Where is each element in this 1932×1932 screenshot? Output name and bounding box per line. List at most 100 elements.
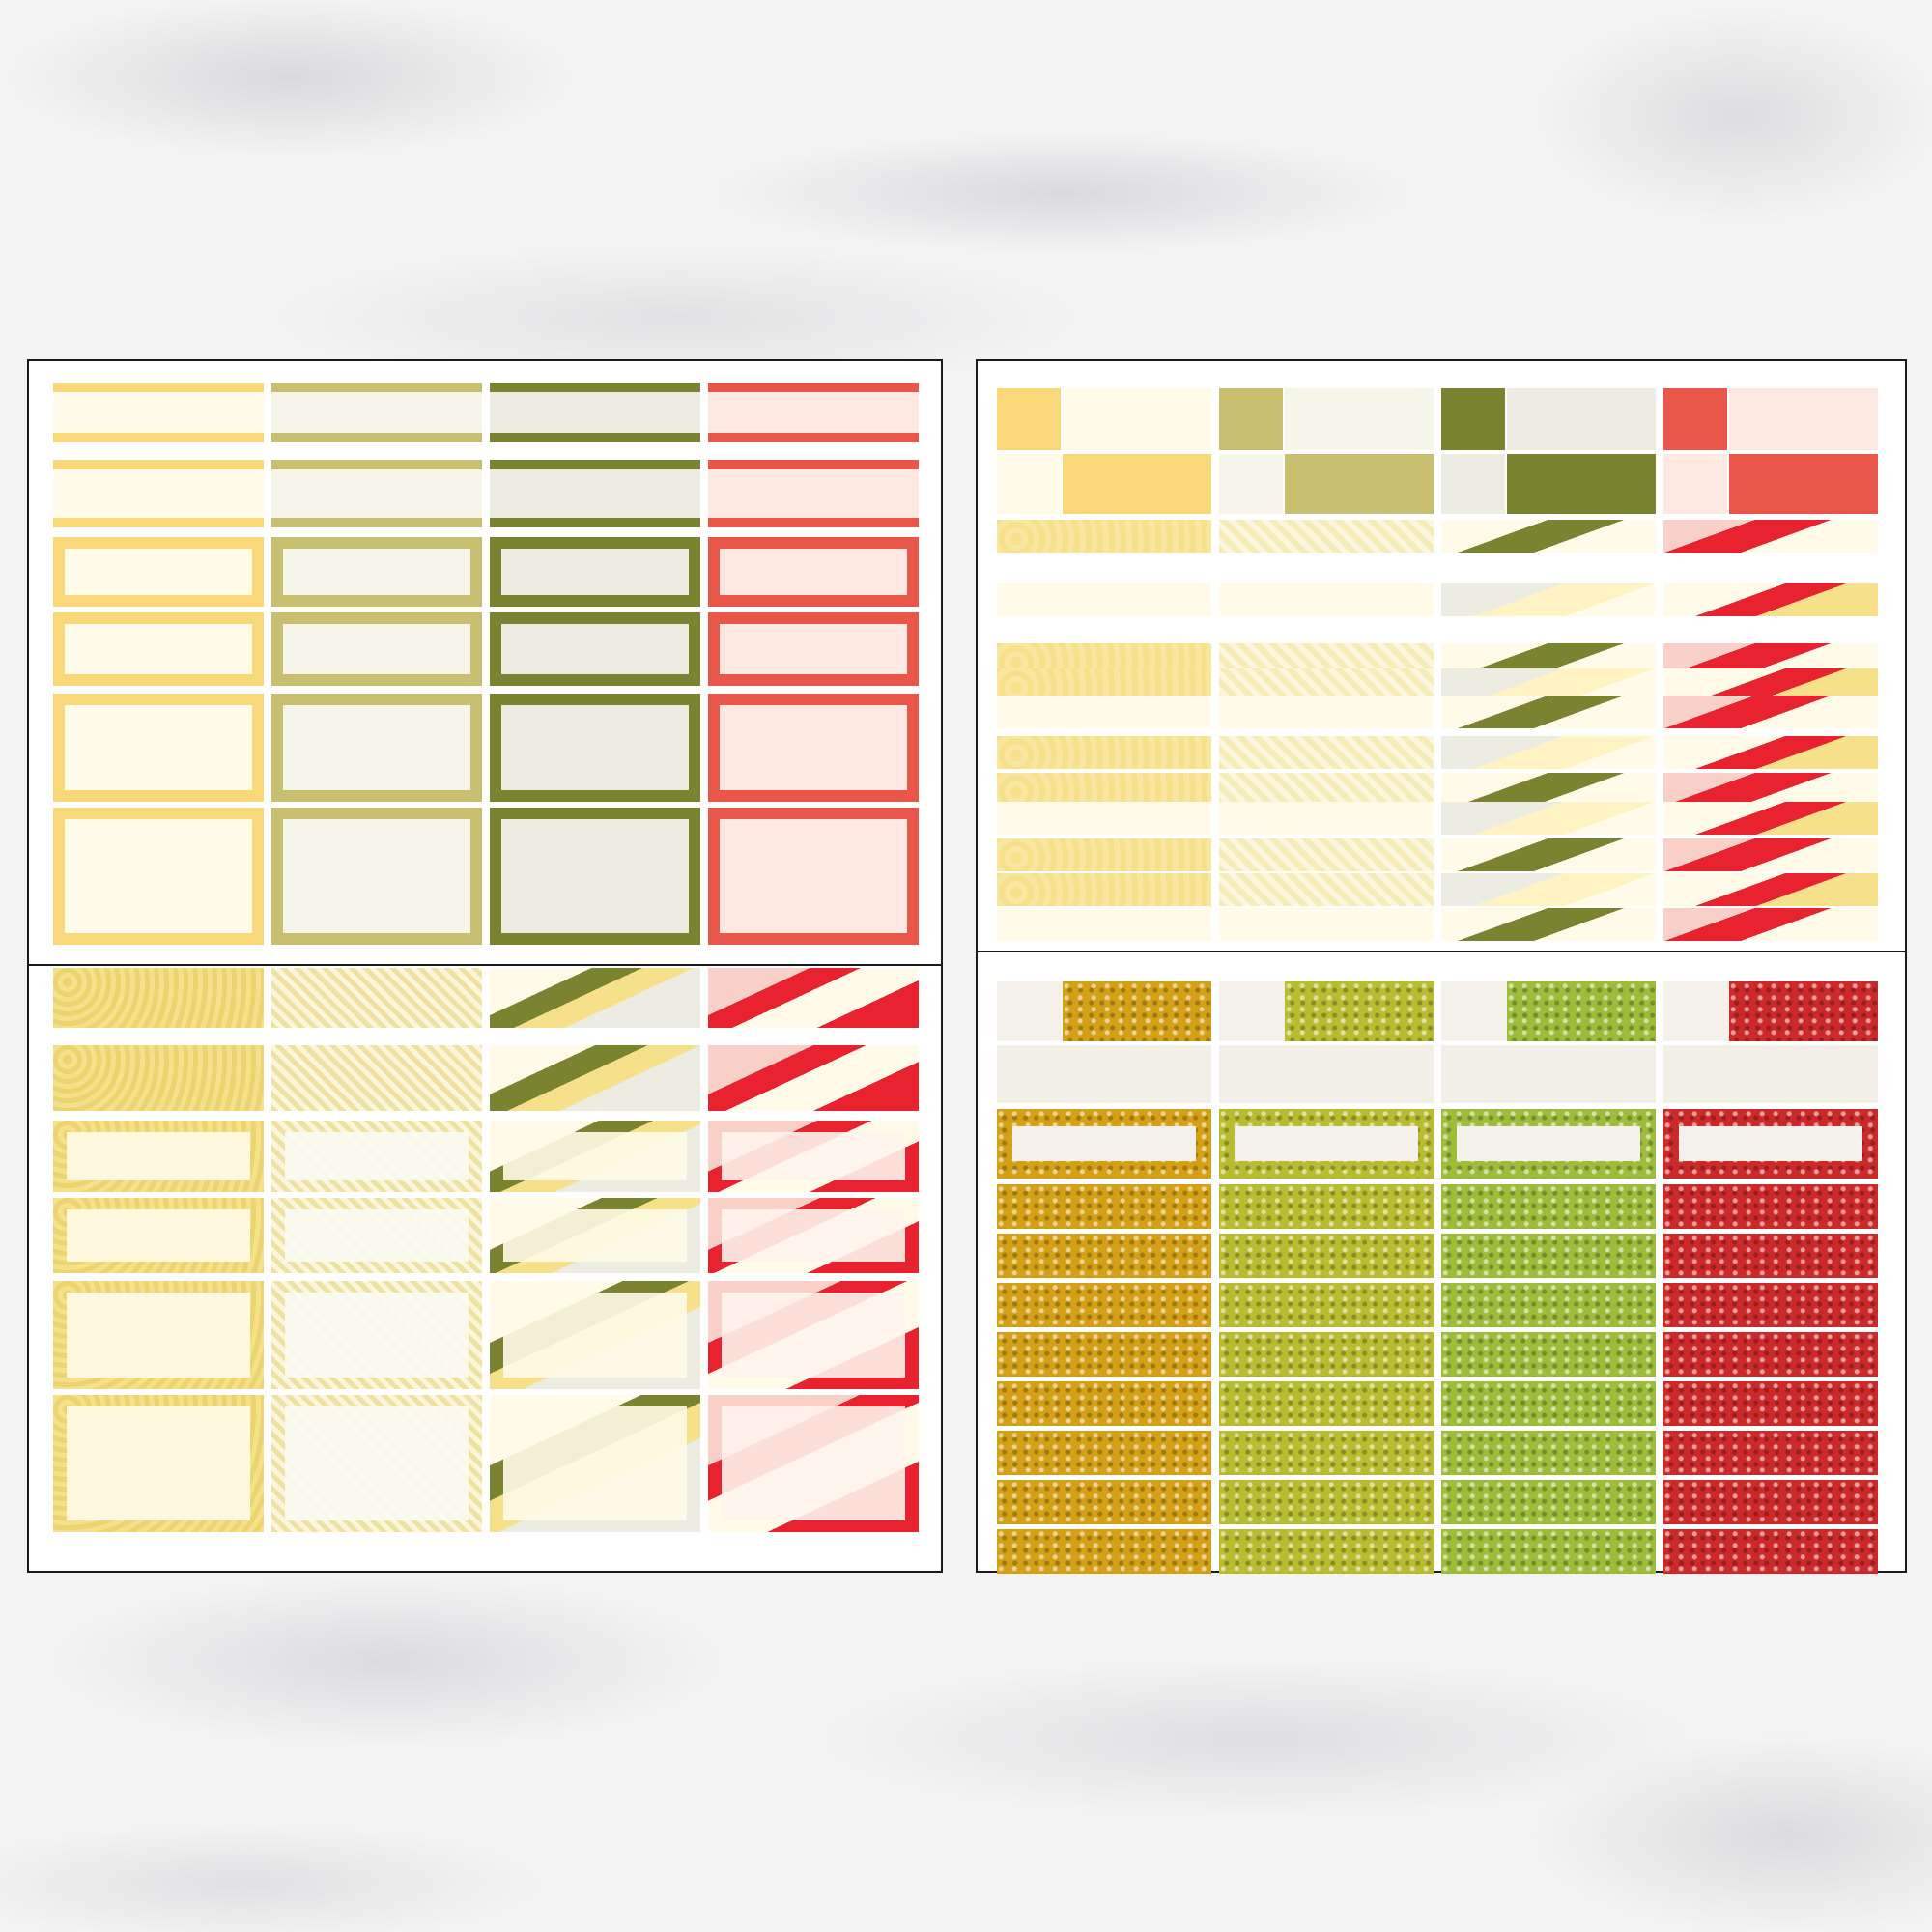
glitter-strip-sticker — [1219, 1480, 1434, 1524]
pattern-strip-sticker — [997, 873, 1211, 906]
glitter-strip-sticker — [1441, 1381, 1656, 1426]
pattern-strip-sticker — [1441, 696, 1656, 728]
glitter-strip-sticker — [1663, 1184, 1878, 1229]
glitter-strip-sticker — [997, 1529, 1211, 1574]
box-writing-area — [67, 1209, 250, 1262]
glitter-box-sticker — [1219, 1109, 1434, 1179]
pattern-strip-sticker — [1441, 520, 1656, 553]
color-block-sticker — [1219, 388, 1283, 450]
sticker-sheet-pattern-strips — [976, 359, 1907, 952]
glitter-strip-sticker — [1663, 1283, 1878, 1327]
header-strip-sticker — [708, 968, 919, 1028]
box-writing-area — [722, 1406, 905, 1520]
framed-box-sticker — [708, 1198, 919, 1273]
pattern-strip-sticker — [1663, 520, 1878, 553]
pattern-strip-sticker — [997, 736, 1211, 769]
glitter-strip-sticker — [1441, 1529, 1656, 1574]
framed-box-sticker — [271, 1198, 482, 1273]
glitter-strip-sticker — [1441, 1184, 1656, 1229]
glitter-strip-sticker — [1441, 1234, 1656, 1278]
glitter-strip-sticker — [1219, 1045, 1434, 1103]
framed-box-sticker — [271, 694, 482, 802]
pattern-strip-sticker — [997, 773, 1211, 806]
glitter-strip-sticker — [997, 1332, 1211, 1377]
color-block-sticker — [997, 454, 1061, 514]
box-writing-area — [503, 1209, 687, 1262]
glitter-block-sticker — [1063, 981, 1211, 1041]
pattern-strip-sticker — [1219, 773, 1434, 806]
framed-box-sticker — [53, 1281, 264, 1389]
pattern-strip-sticker — [1219, 520, 1434, 553]
header-strip-sticker — [271, 460, 482, 527]
box-writing-area — [285, 1406, 469, 1520]
framed-box-sticker — [53, 612, 264, 686]
pattern-strip-sticker — [1219, 802, 1434, 835]
header-strip-sticker — [708, 460, 919, 527]
box-writing-area — [503, 1406, 687, 1520]
glitter-strip-sticker — [1663, 1381, 1878, 1426]
framed-box-sticker — [271, 612, 482, 686]
box-writing-area — [1679, 1126, 1862, 1161]
glitter-strip-sticker — [997, 1381, 1211, 1426]
glitter-strip-sticker — [997, 1045, 1211, 1103]
header-strip-sticker — [708, 383, 919, 442]
box-writing-area — [722, 1132, 905, 1180]
framed-box-sticker — [490, 1281, 700, 1389]
header-strip-sticker — [271, 968, 482, 1028]
color-block-sticker — [1663, 388, 1727, 450]
sticker-sheet-glitter — [976, 951, 1907, 1574]
pattern-strip-sticker — [1219, 583, 1434, 616]
glitter-strip-sticker — [997, 1184, 1211, 1229]
framed-box-sticker — [708, 537, 919, 607]
framed-box-sticker — [708, 694, 919, 802]
glitter-strip-sticker — [1663, 1529, 1878, 1574]
glitter-strip-sticker — [1663, 1234, 1878, 1278]
glitter-strip-sticker — [1219, 1283, 1434, 1327]
framed-box-sticker — [490, 1121, 700, 1192]
framed-box-sticker — [490, 537, 700, 607]
glitter-block-sticker — [1285, 981, 1434, 1041]
glitter-strip-sticker — [1663, 1045, 1878, 1103]
pattern-strip-sticker — [1663, 802, 1878, 835]
box-writing-area — [1457, 1126, 1640, 1161]
glitter-strip-sticker — [1219, 1234, 1434, 1278]
glitter-strip-sticker — [1219, 1431, 1434, 1475]
header-strip-sticker — [490, 1045, 700, 1111]
pattern-strip-sticker — [1219, 838, 1434, 871]
color-block-sticker — [1441, 388, 1505, 450]
color-block-sticker — [1663, 454, 1727, 514]
framed-box-sticker — [53, 1395, 264, 1532]
color-block-sticker — [1729, 454, 1878, 514]
pattern-strip-sticker — [1441, 802, 1656, 835]
glitter-block-sticker — [1729, 981, 1878, 1041]
color-block-sticker — [1285, 454, 1434, 514]
pattern-strip-sticker — [1219, 736, 1434, 769]
header-strip-sticker — [271, 1045, 482, 1111]
pattern-strip-sticker — [1441, 838, 1656, 871]
glitter-strip-sticker — [1441, 1045, 1656, 1103]
pattern-strip-sticker — [1219, 908, 1434, 941]
glitter-strip-sticker — [1663, 1332, 1878, 1377]
color-block-sticker — [1729, 388, 1878, 450]
pattern-strip-sticker — [1663, 583, 1878, 616]
glitter-strip-sticker — [1219, 1332, 1434, 1377]
pattern-strip-sticker — [997, 696, 1211, 728]
header-strip-sticker — [490, 383, 700, 442]
header-strip-sticker — [53, 1045, 264, 1111]
glitter-block-sticker — [1219, 981, 1285, 1041]
glitter-block-sticker — [997, 981, 1063, 1041]
box-writing-area — [503, 1293, 687, 1378]
pattern-strip-sticker — [1663, 736, 1878, 769]
pattern-strip-sticker — [1441, 583, 1656, 616]
pattern-strip-sticker — [1219, 696, 1434, 728]
color-block-sticker — [1441, 454, 1505, 514]
pattern-strip-sticker — [1441, 736, 1656, 769]
glitter-strip-sticker — [1441, 1332, 1656, 1377]
pattern-strip-sticker — [997, 802, 1211, 835]
framed-box-sticker — [271, 808, 482, 945]
pattern-strip-sticker — [1663, 908, 1878, 941]
color-block-sticker — [1219, 454, 1283, 514]
header-strip-sticker — [708, 1045, 919, 1111]
pattern-strip-sticker — [997, 838, 1211, 871]
color-block-sticker — [1507, 388, 1656, 450]
